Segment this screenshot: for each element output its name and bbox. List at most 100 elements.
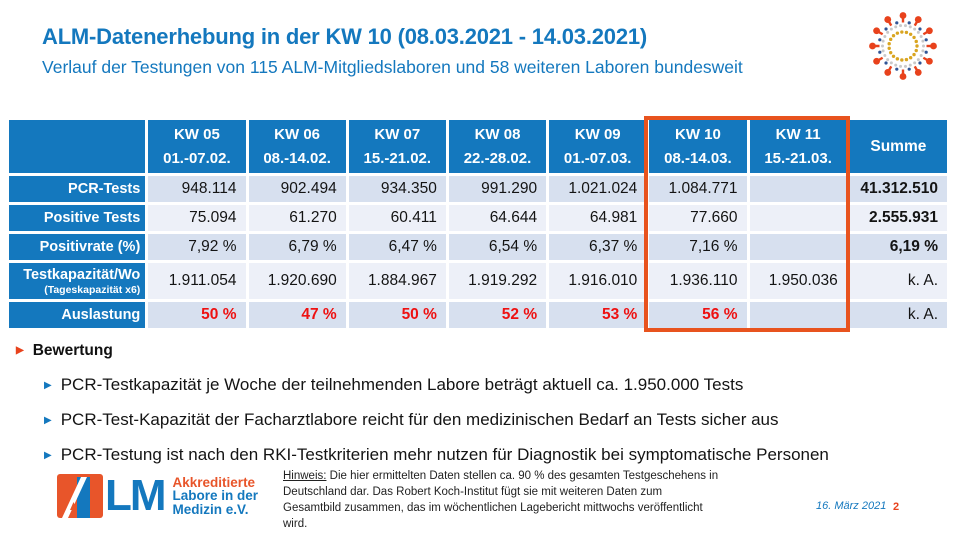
kw-label: KW 05 [173, 126, 220, 143]
value-cell: 47 % [248, 302, 346, 328]
value-cell: 1.021.024 [549, 176, 647, 202]
value-cell: 1.920.690 [248, 263, 346, 299]
value-cell: 50 % [348, 302, 446, 328]
bullet-item: ▶ PCR-Testung ist nach den RKI-Testkriter… [44, 445, 946, 465]
column-header-kw-06: KW 06 08.-14.02. [248, 120, 346, 173]
kw-dates: 01.-07.02. [163, 150, 231, 167]
alm-logo-text: Akkreditierte Labore in der Medizin e.V. [173, 476, 259, 517]
column-header-kw-08: KW 08 22.-28.02. [448, 120, 547, 173]
value-cell [749, 176, 847, 202]
kw-label: KW 10 [674, 126, 721, 143]
value-cell: 1.919.292 [448, 263, 547, 299]
value-cell: 902.494 [248, 176, 346, 202]
row-label-text: Auslastung [61, 306, 141, 323]
alm-logo-text-line3: Medizin e.V. [172, 501, 249, 517]
summe-cell: 6,19 % [849, 234, 947, 260]
bewertung-heading: ▶ Bewertung [16, 342, 946, 360]
bullet-item: ▶ PCR-Testkapazität je Woche der teilnehm… [44, 375, 946, 395]
value-cell: 61.270 [248, 205, 346, 231]
row-label-text: Positivrate (%) [39, 238, 141, 255]
summe-cell: 2.555.931 [849, 205, 947, 231]
row-label-text: Testkapazität/Wo [23, 266, 141, 283]
value-cell: 52 % [448, 302, 547, 328]
bewertung-bullets: ▶ PCR-Testkapazität je Woche der teilnehm… [16, 375, 946, 465]
kw-dates: 01.-07.03. [563, 150, 632, 167]
value-cell: 1.950.036 [749, 263, 847, 299]
value-cell: 6,79 % [248, 234, 346, 260]
row-label-pcr-tests: PCR-Tests [9, 176, 146, 202]
bullet-text: PCR-Testung ist nach den RKI-Testkriteri… [60, 445, 829, 464]
column-header-kw-11: KW 11 15.-21.03. [749, 120, 847, 173]
hinweis-text: Die hier ermittelten Daten stellen ca. 9… [283, 470, 719, 530]
kw-label: KW 09 [574, 126, 621, 143]
triangle-bullet-icon: ▶ [44, 380, 52, 391]
footer-date: 16. März 2021 [816, 500, 887, 512]
value-cell: 53 % [549, 302, 647, 328]
value-cell: 934.350 [348, 176, 446, 202]
kw-label: KW 06 [274, 126, 321, 143]
kw-dates: 22.-28.02. [463, 150, 532, 167]
table-row: Positive Tests 75.094 61.270 60.411 64.644 64… [9, 205, 947, 231]
data-table: KW 05 01.-07.02. KW 06 08.-14.02. KW 07 15.-2… [6, 117, 950, 331]
data-table-section: KW 05 01.-07.02. KW 06 08.-14.02. KW 07 15.-2… [6, 116, 950, 332]
alm-logo-letters: LM [105, 471, 167, 520]
virus-icon [862, 2, 944, 90]
row-sublabel-text: (Tageskapazität x6) [44, 283, 141, 296]
kw-dates: 08.-14.02. [263, 150, 331, 167]
value-cell: 6,47 % [348, 234, 446, 260]
summe-cell: k. A. [849, 302, 947, 328]
column-header-kw-09: KW 09 01.-07.03. [549, 120, 647, 173]
bullet-text: PCR-Test-Kapazität der Facharztlabore re… [60, 410, 779, 429]
table-row: PCR-Tests 948.114 902.494 934.350 991.290 1.0… [9, 176, 947, 202]
table-row: Auslastung 50 % 47 % 50 % 52 % 53 % 56 % k. A. [9, 302, 947, 328]
kw-label: KW 07 [374, 126, 421, 143]
page-title: ALM-Datenerhebung in der KW 10 (08.03.20… [42, 24, 648, 49]
row-label-positive-tests: Positive Tests [9, 205, 146, 231]
value-cell: 75.094 [148, 205, 246, 231]
alm-logo-text-line1: Akkreditierte [172, 474, 256, 490]
hinweis-note: Hinweis: Die hier ermittelten Daten stel… [283, 468, 721, 532]
value-cell: 1.911.054 [148, 263, 246, 299]
row-label-positivrate-: Positivrate (%) [9, 234, 146, 260]
table-row: Positivrate (%) 7,92 % 6,79 % 6,47 % 6,54 % 6… [9, 234, 947, 260]
value-cell [749, 205, 847, 231]
table-corner-cell [9, 120, 146, 173]
value-cell: 77.660 [649, 205, 747, 231]
kw-label: KW 11 [775, 126, 821, 143]
value-cell: 1.936.110 [649, 263, 747, 299]
summe-cell: 41.312.510 [849, 176, 947, 202]
row-label-text: PCR-Tests [68, 180, 141, 197]
table-row: Testkapazität/Wo (Tageskapazität x6) 1.911… [9, 263, 947, 299]
value-cell: 7,16 % [649, 234, 747, 260]
bullet-item: ▶ PCR-Test-Kapazität der Facharztlabore r… [44, 410, 946, 430]
kw-label: KW 08 [474, 126, 521, 143]
page-number: 2 [893, 501, 900, 513]
value-cell: 6,54 % [448, 234, 547, 260]
row-label-auslastung: Auslastung [9, 302, 146, 328]
row-label-testkapazit-t-wo: Testkapazität/Wo (Tageskapazität x6) [9, 263, 146, 299]
value-cell: 6,37 % [549, 234, 647, 260]
column-header-kw-10: KW 10 08.-14.03. [649, 120, 747, 173]
hinweis-label: Hinweis: [283, 470, 327, 482]
value-cell: 64.981 [549, 205, 647, 231]
column-header-kw-05: KW 05 01.-07.02. [148, 120, 246, 173]
alm-logo-mark-icon [57, 474, 103, 518]
value-cell: 60.411 [348, 205, 446, 231]
bewertung-heading-text: Bewertung [32, 342, 113, 359]
value-cell: 50 % [148, 302, 246, 328]
row-label-text: Positive Tests [43, 209, 141, 226]
bullet-text: PCR-Testkapazität je Woche der teilnehme… [60, 375, 744, 394]
summe-column-header: Summe [849, 120, 947, 173]
column-header-kw-07: KW 07 15.-21.02. [348, 120, 446, 173]
value-cell [749, 302, 847, 328]
kw-dates: 15.-21.02. [363, 150, 432, 167]
value-cell: 1.084.771 [649, 176, 747, 202]
value-cell: 56 % [649, 302, 747, 328]
value-cell: 7,92 % [148, 234, 246, 260]
triangle-bullet-icon: ▶ [44, 415, 52, 426]
value-cell: 1.884.967 [348, 263, 446, 299]
value-cell: 991.290 [448, 176, 547, 202]
triangle-bullet-icon: ▶ [16, 345, 24, 356]
value-cell: 64.644 [448, 205, 547, 231]
